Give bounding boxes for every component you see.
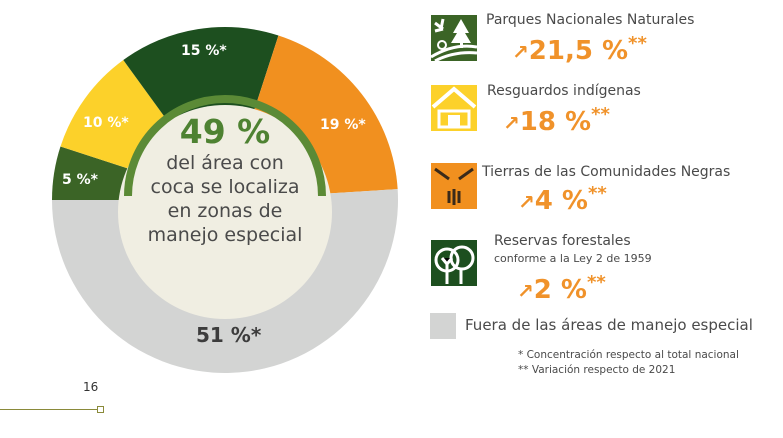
donut-chart [52,26,398,374]
center-line: manejo especial [147,224,303,246]
donut-hole [118,105,332,319]
up-trend-arrow-icon: ↗ [517,279,534,303]
legend-value: ↗4 %** [518,183,607,216]
up-trend-arrow-icon: ↗ [512,40,529,64]
legend-swatch [430,313,456,339]
center-line: del área con [166,152,284,174]
center-value: 49 % [179,112,271,151]
slice-label: 15 %* [181,43,227,59]
center-line: coca se localiza [150,176,300,198]
legend-value: ↗21,5 %** [512,33,647,66]
slice-label: 19 %* [320,117,366,133]
indigenous-house-icon [431,85,477,131]
trees-icon [431,240,477,286]
slice-label: 5 %* [62,172,98,188]
legend-title: Reservas forestales [494,233,631,249]
legend-value: ↗18 %** [503,104,610,137]
center-line: en zonas de [167,200,283,222]
legend-title: Resguardos indígenas [487,83,641,99]
footer-rule-end [97,406,104,413]
share-arc [124,95,326,197]
footnote: ** Variación respecto de 2021 [518,364,676,376]
legend-subtitle: conforme a la Ley 2 de 1959 [494,252,652,265]
legend-value: ↗2 %** [517,272,606,305]
up-trend-arrow-icon: ↗ [503,111,520,135]
slice-label: 51 %* [196,323,262,347]
footnote: * Concentración respecto al total nacion… [518,349,739,361]
footer-rule [0,409,98,410]
slice-label: 10 %* [83,115,129,131]
legend-title: Parques Nacionales Naturales [486,12,695,28]
center-label: 49 % del área con coca se localiza en zo… [130,113,320,247]
park-icon [431,15,477,61]
up-trend-arrow-icon: ↗ [518,190,535,214]
hands-icon [431,163,477,209]
legend-title: Fuera de las áreas de manejo especial [465,316,753,334]
page-number: 16 [83,380,99,394]
legend-title: Tierras de las Comunidades Negras [482,164,731,180]
